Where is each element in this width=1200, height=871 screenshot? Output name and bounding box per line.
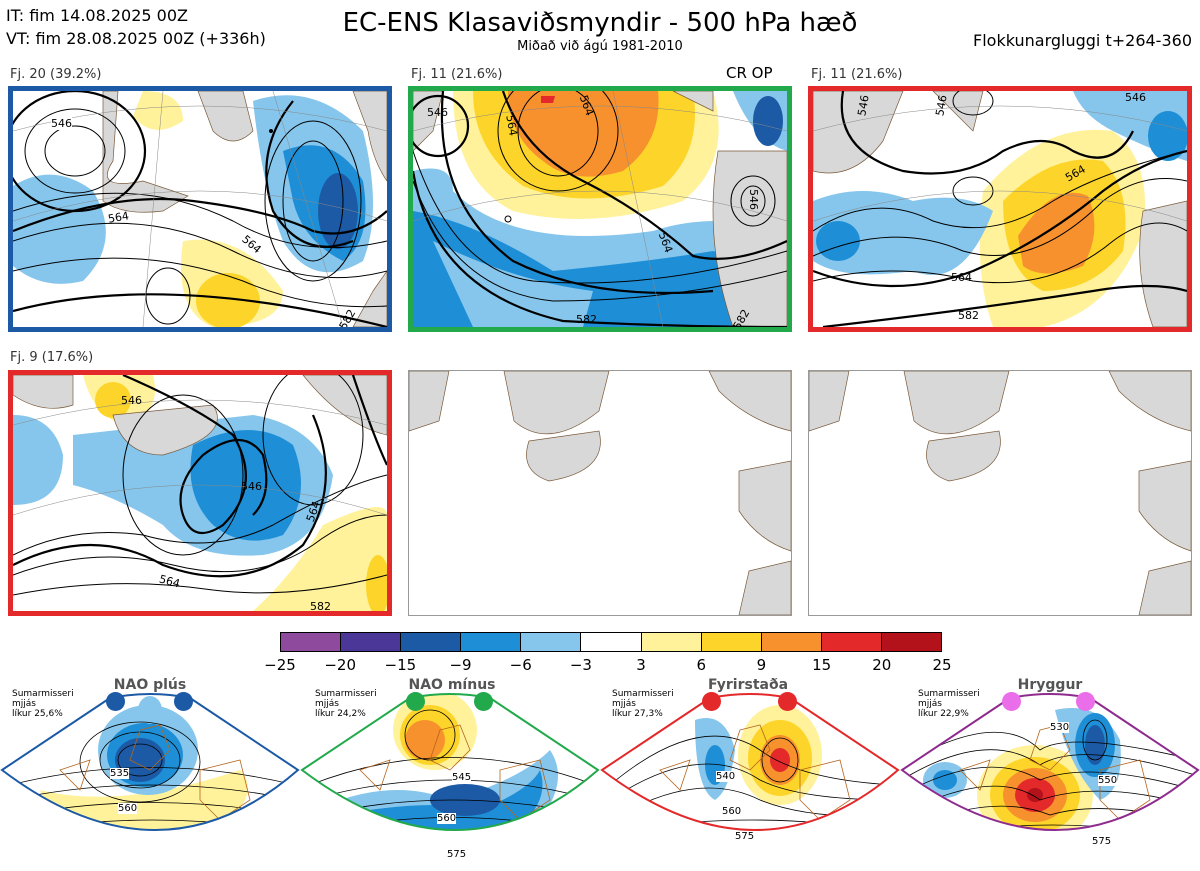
regime-3-dot-right — [778, 692, 797, 711]
colorbar-cell — [281, 633, 342, 651]
colorbar-tick-label: −15 — [384, 656, 417, 674]
init-time: IT: fim 14.08.2025 00Z — [6, 6, 188, 25]
regime-4-contour-label: 530 — [1050, 722, 1070, 733]
panel-3-contour-label: 546 — [1125, 91, 1146, 104]
panel-4-contour-label: 546 — [241, 480, 262, 493]
colorbar-cell — [341, 633, 402, 651]
regime-3-info: Sumarmisseri mjjás líkur 27,3% — [612, 689, 674, 719]
regime-4-dot-right — [1076, 692, 1095, 711]
colorbar-tick-label: 25 — [932, 656, 952, 674]
colorbar-tick-label: −9 — [449, 656, 472, 674]
colorbar-tick-label: −6 — [509, 656, 532, 674]
panel-4-label: Fj. 9 (17.6%) — [10, 350, 94, 365]
panel-4-contour-label: 546 — [121, 394, 142, 407]
panel-3-label: Fj. 11 (21.6%) — [811, 67, 903, 82]
colorbar-cell — [401, 633, 462, 651]
colorbar-tick-label: 3 — [636, 656, 646, 674]
regime-4-dot-left — [1002, 692, 1021, 711]
panel-3-contour-label: 582 — [958, 309, 979, 322]
panel-2-contour-label: 546 — [427, 106, 448, 119]
colorbar-tick-label: −25 — [264, 656, 296, 674]
regime-2-name: NAO mínus — [408, 677, 496, 693]
cluster-map-1[interactable]: 546 564 564 582 — [8, 86, 392, 332]
colorbar-cell — [581, 633, 642, 651]
page-title: EC-ENS Klasaviðsmyndir - 500 hPa hæð — [342, 8, 858, 38]
regime-3-contour-label: 575 — [735, 831, 755, 842]
regime-map-nao-plus[interactable] — [0, 690, 302, 871]
panel-2-contour-label: 582 — [576, 313, 597, 326]
regime-map-ridge[interactable] — [900, 690, 1200, 871]
cluster-map-3[interactable]: 546 546 546 564 564 582 — [808, 86, 1192, 332]
colorbar-tick-label: 20 — [872, 656, 892, 674]
colorbar-tick-label: 15 — [812, 656, 832, 674]
regime-2-info: Sumarmisseri mjjás líkur 24,2% — [315, 689, 377, 719]
regime-1-contour-label: 560 — [118, 803, 138, 814]
colorbar-tick-label: −20 — [324, 656, 356, 674]
regime-map-blocking[interactable] — [600, 690, 902, 871]
regime-2-contour-label: 545 — [452, 772, 472, 783]
panel-2-contour-label: 546 — [747, 189, 760, 210]
regime-3-name: Fyrirstaða — [707, 677, 789, 693]
regime-3-contour-label: 540 — [716, 771, 736, 782]
regime-1-name: NAO plús — [113, 677, 187, 693]
colorbar-tick-label: 9 — [756, 656, 767, 674]
empty-map-6 — [808, 370, 1192, 616]
regime-4-name: Hryggur — [1017, 677, 1083, 693]
regime-1-contour-label: 535 — [110, 768, 130, 779]
colorbar-tick-label: 6 — [696, 656, 707, 674]
colorbar-cell — [641, 633, 702, 651]
regime-1-info: Sumarmisseri mjjás líkur 25,6% — [12, 689, 74, 719]
panel-3-contour-label: 564 — [951, 271, 972, 284]
window-label: Flokkunargluggi t+264-360 — [973, 31, 1192, 50]
regime-2-dot-right — [474, 692, 493, 711]
panel-2-label: Fj. 11 (21.6%) — [411, 67, 503, 82]
valid-time: VT: fim 28.08.2025 00Z (+336h) — [6, 29, 266, 48]
cluster-map-2[interactable]: 546 564 564 546 564 582 582 — [408, 86, 792, 332]
regime-4-info: Sumarmisseri mjjás líkur 22,9% — [918, 689, 980, 719]
colorbar-cell — [761, 633, 822, 651]
colorbar-cell — [521, 633, 582, 651]
empty-map-5 — [408, 370, 792, 616]
cluster-map-4[interactable]: 546 546 564 564 582 — [8, 370, 392, 616]
regime-4-contour-label: 575 — [1092, 836, 1112, 847]
colorbar-tick-label: −3 — [569, 656, 592, 674]
colorbar-cell — [881, 633, 942, 651]
regime-3-dot-left — [702, 692, 721, 711]
colorbar-cell — [821, 633, 882, 651]
colorbar — [280, 632, 942, 652]
regime-1-dot-right — [174, 692, 193, 711]
regime-1-dot-left — [106, 692, 125, 711]
regime-2-dot-left — [406, 692, 425, 711]
panel-1-label: Fj. 20 (39.2%) — [10, 67, 102, 82]
regime-2-contour-label: 575 — [447, 849, 467, 860]
regime-map-nao-minus[interactable] — [300, 690, 602, 871]
regime-4-contour-label: 550 — [1098, 775, 1118, 786]
colorbar-cell — [701, 633, 762, 651]
page-subtitle: Miðað við ágú 1981-2010 — [517, 39, 683, 54]
regime-2-contour-label: 560 — [437, 813, 457, 824]
panel-2-tag: CR OP — [726, 64, 773, 82]
panel-1-contour-label: 546 — [51, 117, 72, 130]
colorbar-cell — [461, 633, 522, 651]
panel-4-contour-label: 582 — [310, 600, 331, 613]
regime-3-contour-label: 560 — [722, 806, 742, 817]
